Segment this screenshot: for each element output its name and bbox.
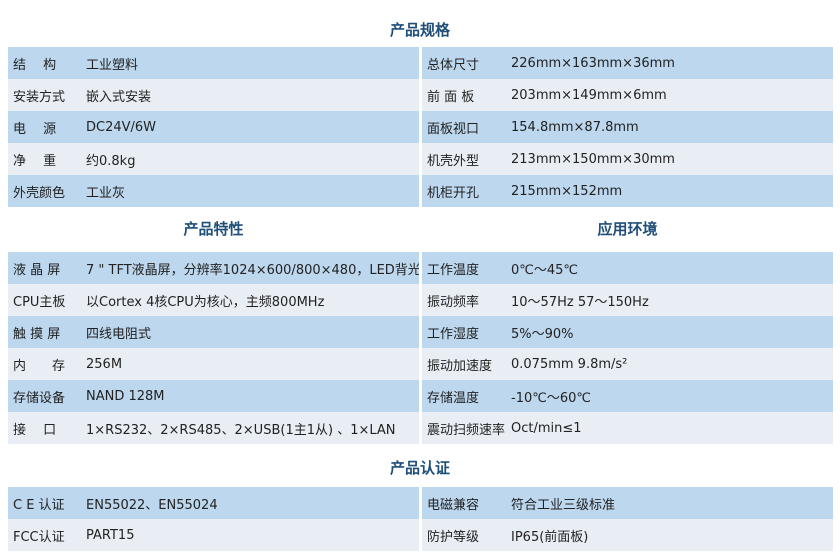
table-row: 接 口 1×RS232、2×RS485、2×USB(1主1从) 、1×LAN [8,412,419,444]
row-value: 5%～90% [511,326,574,342]
row-value: 以Cortex 4核CPU为核心，主频800MHz [86,294,325,310]
certification-title: 产品认证 [389,459,450,477]
row-label: C E 认证 [13,497,65,513]
row-value: 154.8mm×87.8mm [511,119,639,135]
row-label: 震动扫频速率 [427,422,506,438]
table-row: 存储设备 NAND 128M [8,380,419,412]
row-value: DC24V/6W [86,119,157,135]
row-label: 电磁兼容 [427,497,480,513]
row-value: PART15 [86,527,135,543]
row-value: Oct/min≤1 [511,420,582,436]
row-value: 213mm×150mm×30mm [511,151,675,167]
row-label: 外壳颜色 [13,185,66,201]
row-value: 工业塑料 [86,57,139,73]
table-row: 工作湿度 5%～90% [422,316,833,348]
row-label: 存储设备 [13,390,66,406]
row-label: 防护等级 [427,529,480,545]
row-label: 机柜开孔 [427,185,480,201]
row-label: 安装方式 [13,89,66,105]
row-value: 10～57Hz 57～150Hz [511,294,649,310]
row-value: 嵌入式安装 [86,89,152,105]
row-value: IP65(前面板) [511,529,589,545]
table-row: 外壳颜色 工业灰 [8,175,419,207]
row-label: 总体尺寸 [427,57,480,73]
table-row: 结 构 工业塑料 [8,47,419,79]
row-value: 7 " TFT液晶屏，分辨率1024×600/800×480，LED背光 [86,262,419,278]
row-value: 203mm×149mm×6mm [511,87,667,103]
table-row: 存储温度 -10℃～60℃ [422,380,833,412]
table-row: 电磁兼容 符合工业三级标准 [422,487,833,519]
row-value: 226mm×163mm×36mm [511,55,675,71]
row-value: 1×RS232、2×RS485、2×USB(1主1从) 、1×LAN [86,422,396,438]
row-label: 面板视口 [427,121,480,137]
row-value: 四线电阻式 [86,326,152,342]
table-row: 工作温度 0℃～45℃ [422,252,833,284]
row-label: 结 构 [13,57,57,73]
cert-left-table: C E 认证 EN55022、EN55024 FCC认证 PART15 [8,487,419,551]
row-label: 净 重 [13,153,57,169]
environment-title: 应用环境 [597,220,658,238]
row-label: 接 口 [13,422,57,438]
spec-right-table: 总体尺寸 226mm×163mm×36mm 前 面 板 203mm×149mm×6mm… [422,47,833,207]
row-label: 工作温度 [427,262,480,278]
table-row: FCC认证 PART15 [8,519,419,551]
row-label: 机壳外型 [427,153,480,169]
table-row: 面板视口 154.8mm×87.8mm [422,111,833,143]
table-row: 防护等级 IP65(前面板) [422,519,833,551]
row-value: NAND 128M [86,388,165,404]
features-title: 产品特性 [183,220,244,238]
environment-table: 工作温度 0℃～45℃ 振动频率 10～57Hz 57～150Hz 工作湿度 5%～90%… [422,252,833,444]
row-value: 256M [86,356,123,372]
table-row: 震动扫频速率 Oct/min≤1 [422,412,833,444]
row-value: 约0.8kg [86,153,136,169]
row-label: FCC认证 [13,529,65,545]
row-label: 振动加速度 [427,358,493,374]
table-row: 机壳外型 213mm×150mm×30mm [422,143,833,175]
table-row: 净 重 约0.8kg [8,143,419,175]
row-value: 符合工业三级标准 [511,497,616,513]
row-label: 液 晶 屏 [13,262,61,278]
row-label: 振动频率 [427,294,480,310]
table-row: 振动频率 10～57Hz 57～150Hz [422,284,833,316]
row-label: 前 面 板 [427,89,475,105]
table-row: 触 摸 屏 四线电阻式 [8,316,419,348]
row-value: 0.075mm 9.8m/s² [511,356,628,372]
features-table: 液 晶 屏 7 " TFT液晶屏，分辨率1024×600/800×480，LED背… [8,252,419,444]
row-value: EN55022、EN55024 [86,497,218,513]
row-value: 0℃～45℃ [511,262,579,278]
row-label: CPU主板 [13,294,66,310]
row-label: 内 存 [13,358,66,374]
table-row: 机柜开孔 215mm×152mm [422,175,833,207]
row-label: 存储温度 [427,390,480,406]
table-row: CPU主板 以Cortex 4核CPU为核心，主频800MHz [8,284,419,316]
row-value: 工业灰 [86,185,126,201]
table-row: 液 晶 屏 7 " TFT液晶屏，分辨率1024×600/800×480，LED背… [8,252,419,284]
cert-right-table: 电磁兼容 符合工业三级标准防护等级 IP65(前面板) [422,487,833,551]
row-label: 电 源 [13,121,57,137]
spec-title: 产品规格 [389,21,450,39]
table-row: C E 认证 EN55022、EN55024 [8,487,419,519]
table-row: 内 存 256M [8,348,419,380]
row-value: 215mm×152mm [511,183,623,199]
row-label: 工作湿度 [427,326,480,342]
table-row: 前 面 板 203mm×149mm×6mm [422,79,833,111]
spec-left-table: 结 构 工业塑料安装方式 嵌入式安装电 源 DC24V/6W 净 重 约0.8kg 外壳颜色… [8,47,419,207]
row-value: -10℃～60℃ [511,390,591,406]
row-label: 触 摸 屏 [13,326,61,342]
table-row: 电 源 DC24V/6W [8,111,419,143]
table-row: 振动加速度 0.075mm 9.8m/s² [422,348,833,380]
table-row: 安装方式 嵌入式安装 [8,79,419,111]
table-row: 总体尺寸 226mm×163mm×36mm [422,47,833,79]
